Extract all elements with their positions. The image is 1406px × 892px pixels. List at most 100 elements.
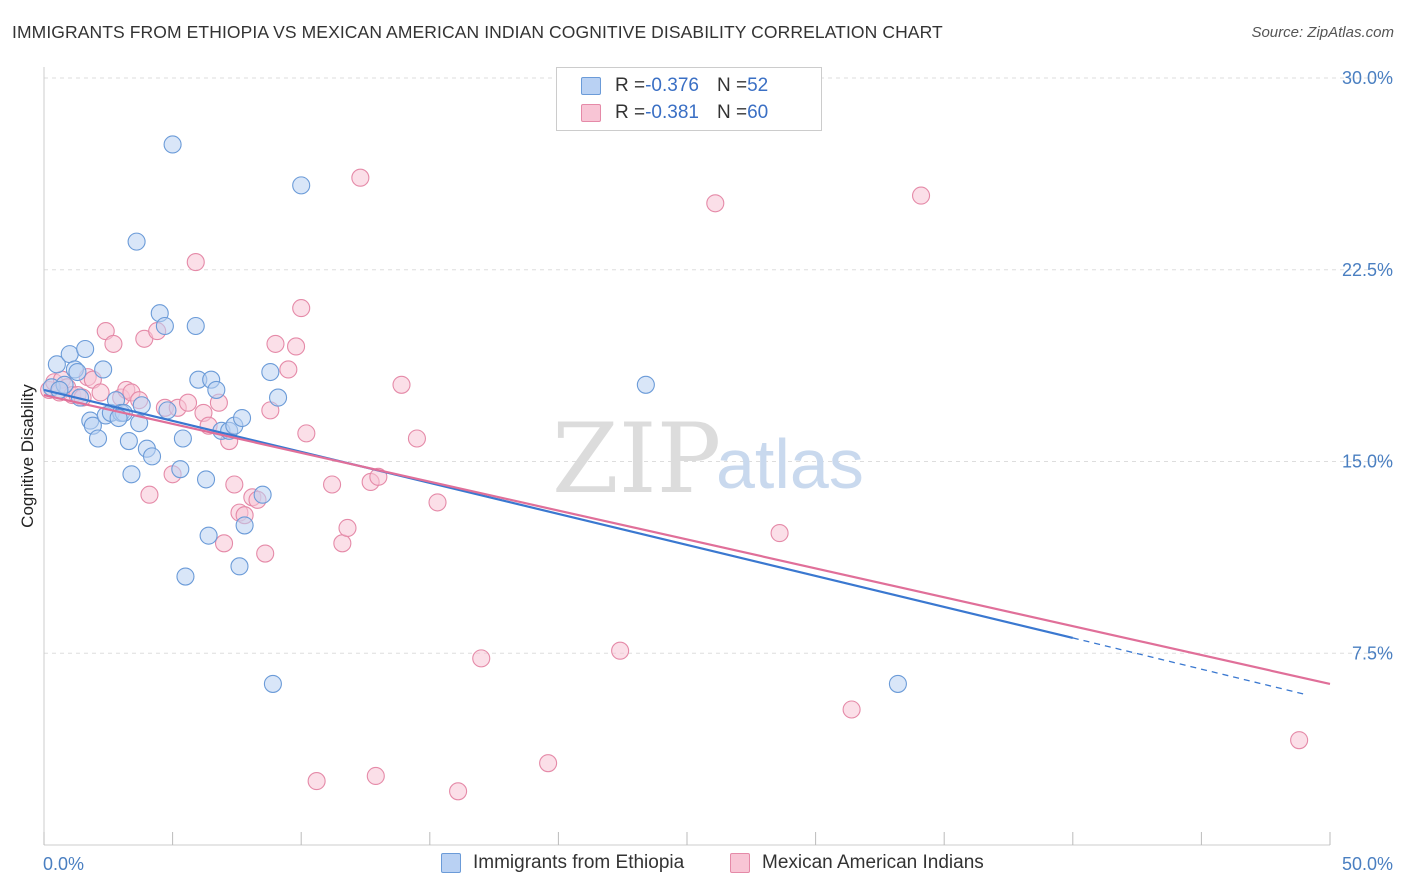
legend-row-mexican-american-indians: R = -0.381 N = 60: [581, 100, 768, 126]
legend-item-mexican-american-indians[interactable]: Mexican American Indians: [730, 852, 984, 874]
data-point-pink[interactable]: [140, 485, 159, 504]
data-point-pink[interactable]: [770, 524, 789, 543]
data-point-blue[interactable]: [888, 674, 907, 693]
chart-source: Source: ZipAtlas.com: [1251, 24, 1394, 41]
data-point-pink[interactable]: [842, 700, 861, 719]
data-point-pink[interactable]: [449, 782, 468, 801]
data-point-blue[interactable]: [263, 674, 282, 693]
data-point-pink[interactable]: [186, 253, 205, 272]
data-point-blue[interactable]: [68, 362, 87, 382]
data-point-blue[interactable]: [158, 401, 177, 420]
data-point-pink[interactable]: [539, 754, 558, 773]
data-point-blue[interactable]: [232, 408, 252, 428]
data-point-blue[interactable]: [142, 447, 162, 466]
data-point-pink[interactable]: [256, 544, 275, 563]
y-tick-label: 22.5%: [1342, 260, 1393, 280]
y-tick-label: 30.0%: [1342, 68, 1393, 88]
y-tick-labels: 7.5% 15.0% 22.5% 30.0%: [1342, 68, 1393, 663]
data-point-blue[interactable]: [235, 516, 254, 535]
legend-r-value: -0.381: [645, 102, 699, 123]
legend-item-ethiopia[interactable]: Immigrants from Ethiopia: [441, 852, 684, 874]
data-point-pink[interactable]: [366, 766, 385, 786]
data-point-blue[interactable]: [94, 360, 113, 379]
data-point-pink[interactable]: [178, 393, 198, 412]
y-axis-label: Cognitive Disability: [18, 384, 37, 528]
data-point-pink[interactable]: [472, 649, 491, 668]
data-point-blue[interactable]: [196, 470, 216, 489]
data-point-blue[interactable]: [171, 460, 190, 479]
watermark-atlas: atlas: [716, 425, 864, 503]
chart-title: IMMIGRANTS FROM ETHIOPIA VS MEXICAN AMER…: [12, 22, 943, 42]
data-point-blue[interactable]: [76, 339, 95, 359]
data-point-blue[interactable]: [119, 431, 138, 451]
data-point-pink[interactable]: [297, 424, 316, 443]
legend-swatch-blue: [441, 853, 461, 873]
data-point-blue[interactable]: [88, 429, 108, 448]
legend-row-ethiopia: R = -0.376 N = 52: [581, 73, 768, 99]
series-legend: Immigrants from Ethiopia Mexican America…: [0, 850, 1406, 880]
legend-swatch-pink: [581, 104, 601, 122]
legend-n-value: 52: [747, 75, 769, 96]
data-point-blue[interactable]: [155, 316, 174, 336]
data-point-pink[interactable]: [338, 518, 357, 538]
stats-legend: R = -0.376 N = 52 R = -0.381 N = 60: [556, 67, 822, 131]
x-tick-label: 0.0%: [43, 854, 84, 874]
axes: [43, 67, 1331, 846]
watermark: ZIP atlas: [552, 403, 864, 515]
data-point-pink[interactable]: [287, 337, 306, 356]
data-point-blue[interactable]: [122, 465, 141, 484]
legend-item-label: Mexican American Indians: [762, 852, 984, 873]
data-point-blue[interactable]: [163, 135, 182, 154]
legend-r-label: R =: [615, 102, 646, 123]
data-point-blue[interactable]: [292, 176, 311, 195]
trend-line-blue: [43, 388, 1074, 639]
data-point-pink[interactable]: [1290, 731, 1309, 750]
data-point-blue[interactable]: [207, 380, 226, 399]
data-point-pink[interactable]: [266, 334, 285, 353]
data-point-pink[interactable]: [333, 534, 352, 553]
legend-swatch-blue: [581, 77, 601, 95]
y-tick-label: 15.0%: [1342, 452, 1393, 472]
data-point-pink[interactable]: [279, 360, 298, 379]
data-point-blue[interactable]: [127, 232, 146, 251]
data-point-blue[interactable]: [636, 375, 655, 394]
data-point-pink[interactable]: [292, 299, 311, 318]
watermark-zip: ZIP: [552, 403, 721, 515]
data-point-blue[interactable]: [199, 526, 218, 545]
data-point-blue[interactable]: [253, 485, 272, 504]
data-point-blue[interactable]: [60, 345, 79, 364]
data-point-pink[interactable]: [351, 168, 370, 187]
data-point-blue[interactable]: [269, 388, 288, 407]
data-point-blue[interactable]: [186, 316, 205, 336]
data-point-pink[interactable]: [407, 429, 426, 448]
x-tick-labels: 0.0% 50.0%: [43, 854, 1393, 874]
legend-n-label: N =: [716, 75, 748, 96]
trend-lines: [43, 388, 1331, 695]
data-point-pink[interactable]: [91, 383, 110, 402]
data-point-blue[interactable]: [173, 429, 192, 448]
data-point-pink[interactable]: [912, 186, 931, 205]
data-point-pink[interactable]: [104, 334, 123, 353]
legend-r-label: R =: [615, 75, 646, 96]
data-point-pink[interactable]: [307, 772, 326, 791]
data-point-pink[interactable]: [323, 475, 342, 494]
series-immigrants-from-ethiopia-points: [42, 135, 907, 693]
y-tick-label: 7.5%: [1352, 643, 1393, 663]
data-point-pink[interactable]: [392, 375, 411, 394]
data-point-pink[interactable]: [428, 493, 447, 512]
data-point-pink[interactable]: [706, 194, 725, 213]
legend-n-label: N =: [716, 102, 748, 123]
data-point-pink[interactable]: [225, 475, 244, 494]
data-point-blue[interactable]: [130, 414, 149, 433]
x-tick-label: 50.0%: [1342, 854, 1393, 874]
data-point-pink[interactable]: [214, 534, 234, 553]
data-point-blue[interactable]: [261, 362, 280, 382]
legend-n-value: 60: [747, 102, 769, 123]
data-point-blue[interactable]: [230, 557, 249, 576]
data-point-blue[interactable]: [47, 355, 66, 374]
trend-line-pink: [43, 393, 1331, 686]
data-point-blue[interactable]: [176, 567, 195, 586]
legend-r-value: -0.376: [645, 75, 699, 96]
data-point-pink[interactable]: [611, 641, 630, 660]
